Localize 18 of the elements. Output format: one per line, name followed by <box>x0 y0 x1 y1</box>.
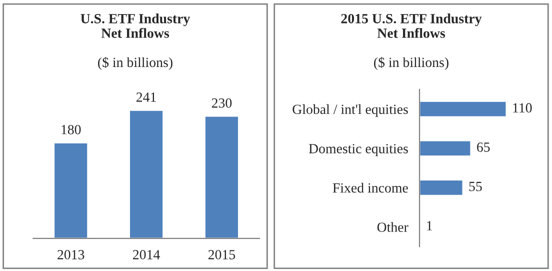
x-tick-label: 2014 <box>133 250 160 260</box>
x-tick-label: 2013 <box>58 250 84 260</box>
data-label: 110 <box>513 103 532 113</box>
data-label: 180 <box>62 124 81 134</box>
data-label: 55 <box>469 182 482 192</box>
y-tick-label: Other <box>377 222 408 232</box>
data-label: 65 <box>477 142 490 152</box>
data-label: 241 <box>136 92 156 102</box>
chart-title: 2015 U.S. ETF Industry Net Inflows <box>341 14 482 38</box>
y-tick-label: Domestic equities <box>308 144 408 156</box>
data-label: 1 <box>427 221 432 230</box>
data-label: 230 <box>212 98 232 108</box>
chart-subtitle: ($ in billions) <box>98 56 172 70</box>
chart-title: U.S. ETF Industry Net Inflows <box>80 14 190 38</box>
y-tick-label: Fixed income <box>332 182 408 193</box>
y-tick-label: Global / int'l equities <box>292 104 408 117</box>
chart-subtitle: ($ in billions) <box>374 56 448 70</box>
x-tick-label: 2015 <box>208 250 236 260</box>
